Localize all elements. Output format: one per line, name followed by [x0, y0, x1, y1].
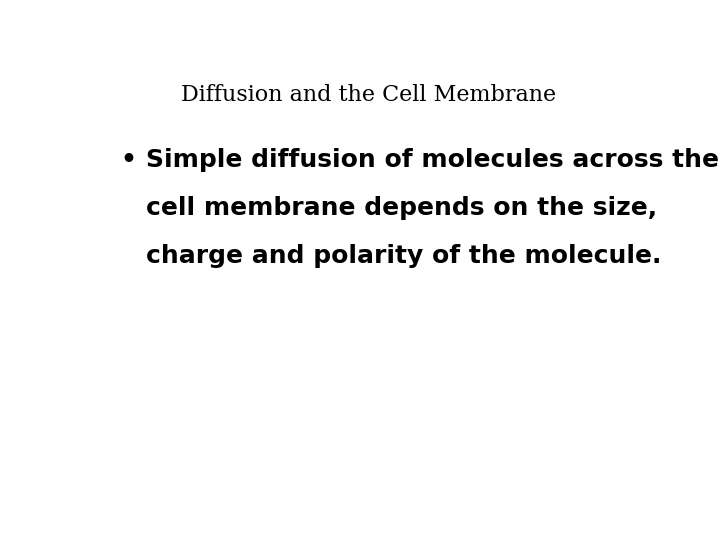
- Text: •: •: [121, 148, 137, 172]
- Text: charge and polarity of the molecule.: charge and polarity of the molecule.: [145, 244, 661, 268]
- Text: Diffusion and the Cell Membrane: Diffusion and the Cell Membrane: [181, 84, 557, 105]
- Text: cell membrane depends on the size,: cell membrane depends on the size,: [145, 196, 657, 220]
- Text: Simple diffusion of molecules across the: Simple diffusion of molecules across the: [145, 148, 719, 172]
